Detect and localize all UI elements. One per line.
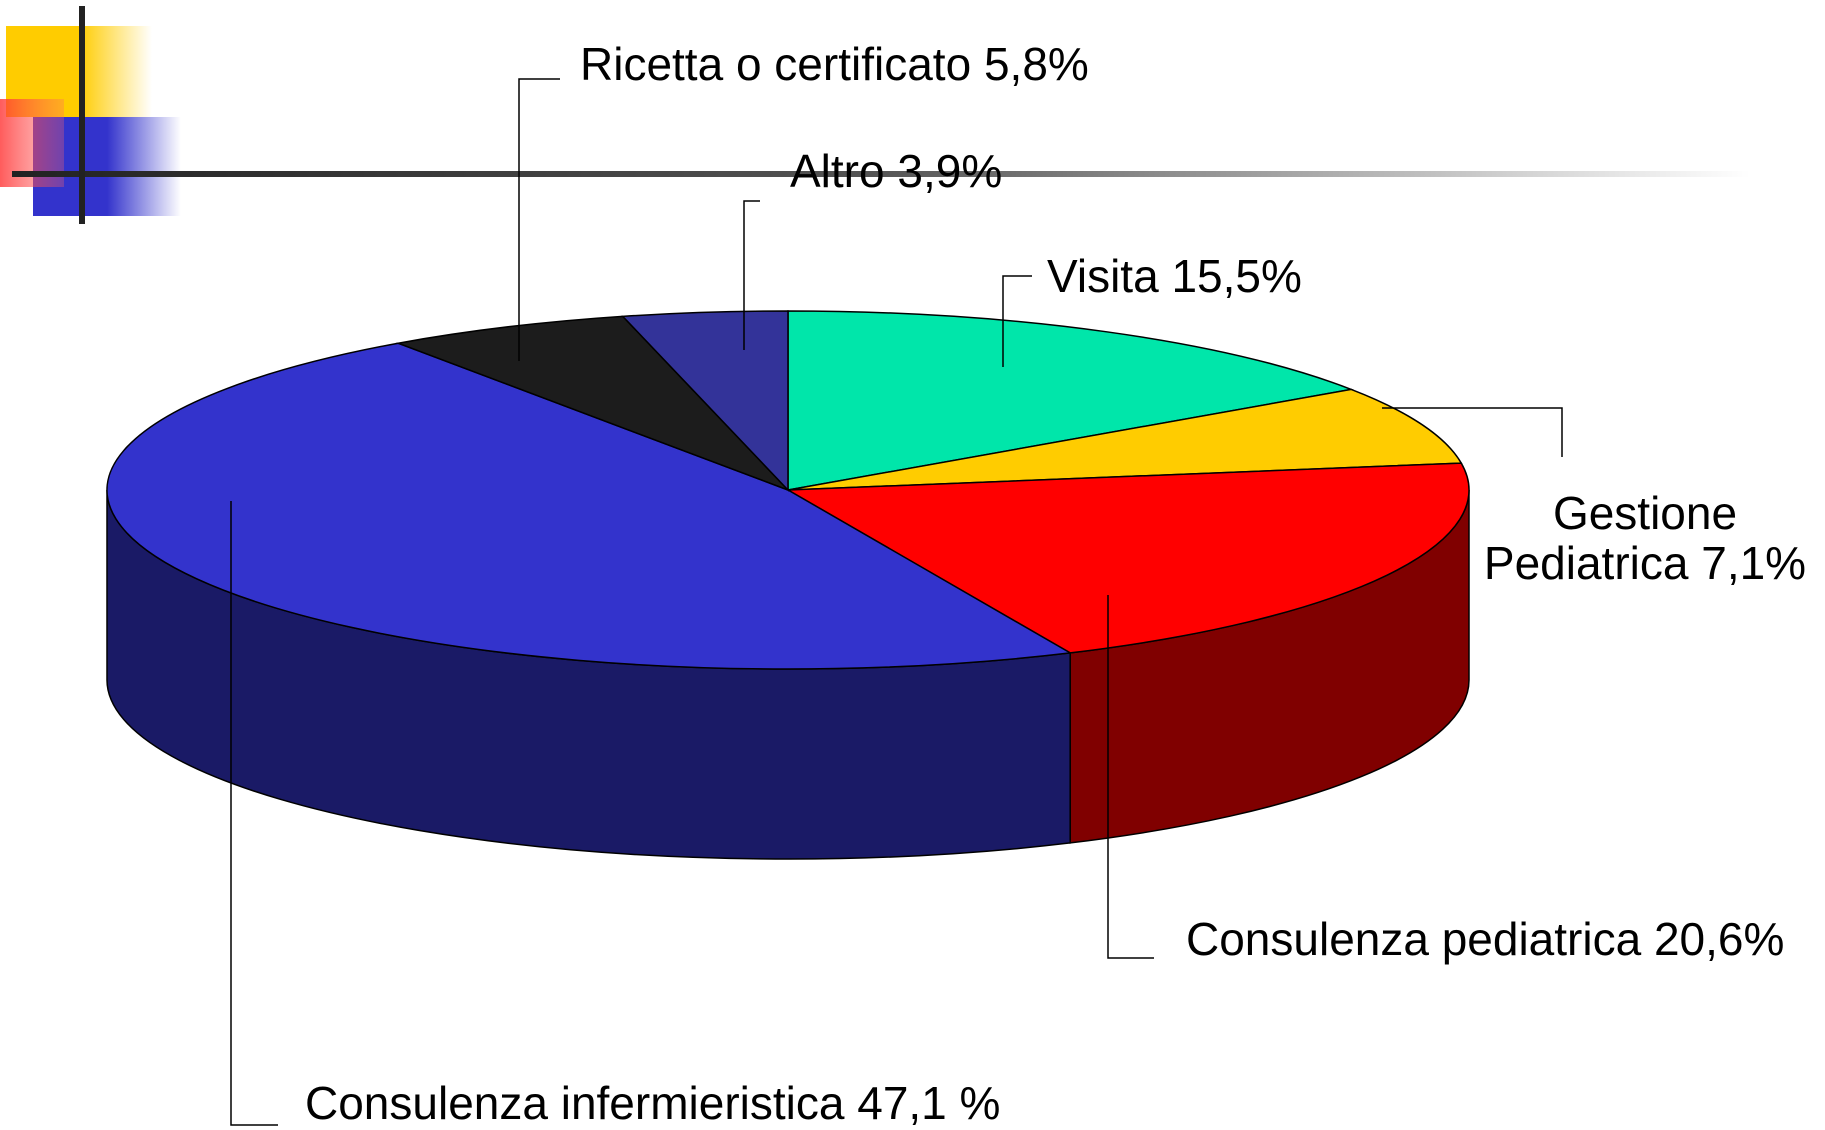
slice: [787, 388, 1463, 491]
slice: [395, 315, 789, 491]
slice-label: Ricetta o certificato 5,8%: [580, 38, 1089, 90]
decoration: [0, 6, 1750, 224]
pie: [106, 310, 1470, 860]
slice-label: Consulenza infermieristica 47,1 %: [305, 1077, 1001, 1129]
slice: [787, 310, 1355, 491]
leader-lines: [230, 78, 1563, 1126]
slice: [621, 310, 789, 492]
slice: [785, 462, 1470, 654]
slice-label: Altro 3,9%: [790, 145, 1003, 197]
slice: [106, 342, 1073, 670]
slice-label: Gestione Pediatrica 7,1%: [1483, 487, 1807, 589]
slice-label: Visita 15,5%: [1047, 250, 1302, 302]
slice-label: Consulenza pediatrica 20,6%: [1186, 913, 1785, 965]
